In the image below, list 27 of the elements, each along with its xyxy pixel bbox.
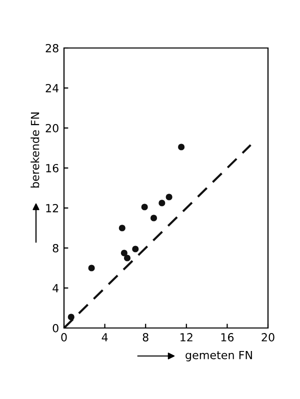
point <box>166 194 172 200</box>
x-tick-label: 8 <box>142 333 148 342</box>
y-tick-label: 8 <box>52 244 58 252</box>
y-axis-title: berekende FN <box>30 112 40 188</box>
y-tick-label: 28 <box>46 44 58 52</box>
x-tick-label: 0 <box>61 333 67 342</box>
point <box>178 144 185 150</box>
y-tick-label: 16 <box>46 164 58 172</box>
x-tick-label: 16 <box>221 333 234 342</box>
y-tick-label: 12 <box>46 204 58 212</box>
x-tick-label: 20 <box>262 333 274 342</box>
point <box>120 250 128 256</box>
y-tick-label: 4 <box>52 284 59 292</box>
point <box>124 254 131 262</box>
y-tick-label: 0 <box>52 324 58 332</box>
x-tick-label: 4 <box>102 333 108 342</box>
x-axis-title: gemeten FN <box>186 350 252 362</box>
point <box>141 204 148 210</box>
point <box>118 224 126 232</box>
x-tick-label: 12 <box>180 333 192 342</box>
point <box>150 214 158 222</box>
point <box>132 246 139 252</box>
point <box>158 200 166 206</box>
y-tick-label: 24 <box>46 84 59 92</box>
y-tick-label: 20 <box>46 124 58 132</box>
point <box>88 264 95 272</box>
point <box>68 314 74 320</box>
